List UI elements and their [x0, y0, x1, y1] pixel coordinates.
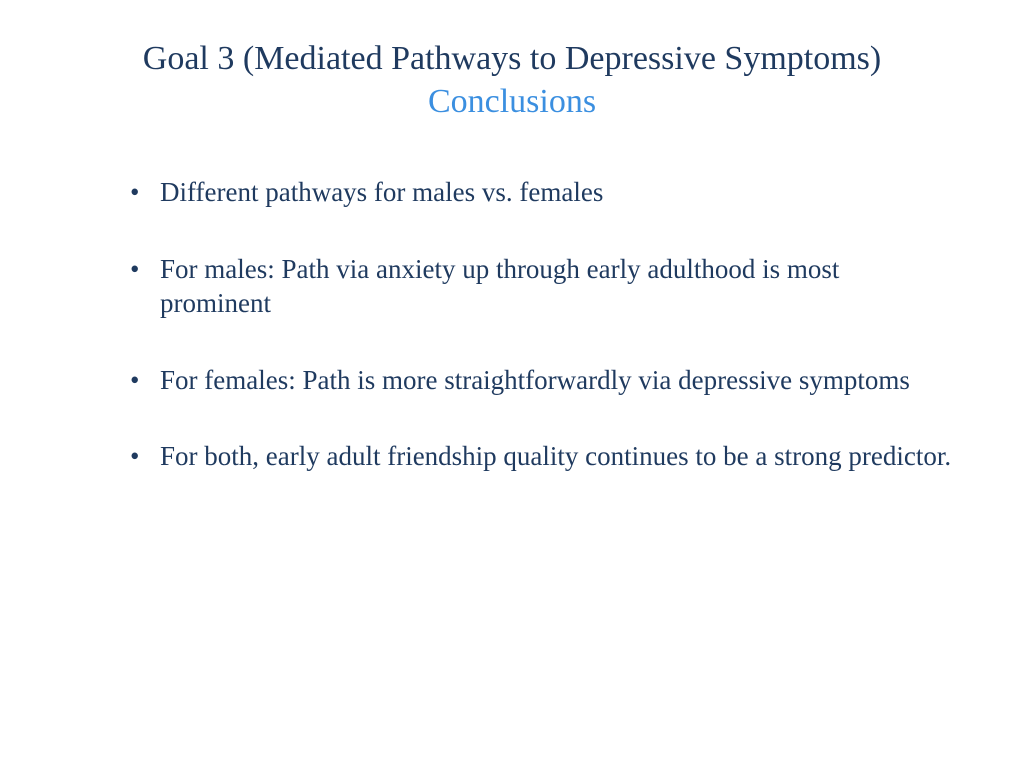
- bullet-list: Different pathways for males vs. females…: [70, 175, 954, 474]
- bullet-item: Different pathways for males vs. females: [130, 175, 954, 210]
- bullet-item: For females: Path is more straightforwar…: [130, 363, 954, 398]
- title-line-1: Goal 3 (Mediated Pathways to Depressive …: [70, 38, 954, 81]
- title-line-2: Conclusions: [70, 81, 954, 124]
- slide-title: Goal 3 (Mediated Pathways to Depressive …: [70, 38, 954, 123]
- bullet-item: For males: Path via anxiety up through e…: [130, 252, 954, 321]
- slide: Goal 3 (Mediated Pathways to Depressive …: [0, 0, 1024, 768]
- bullet-item: For both, early adult friendship quality…: [130, 439, 954, 474]
